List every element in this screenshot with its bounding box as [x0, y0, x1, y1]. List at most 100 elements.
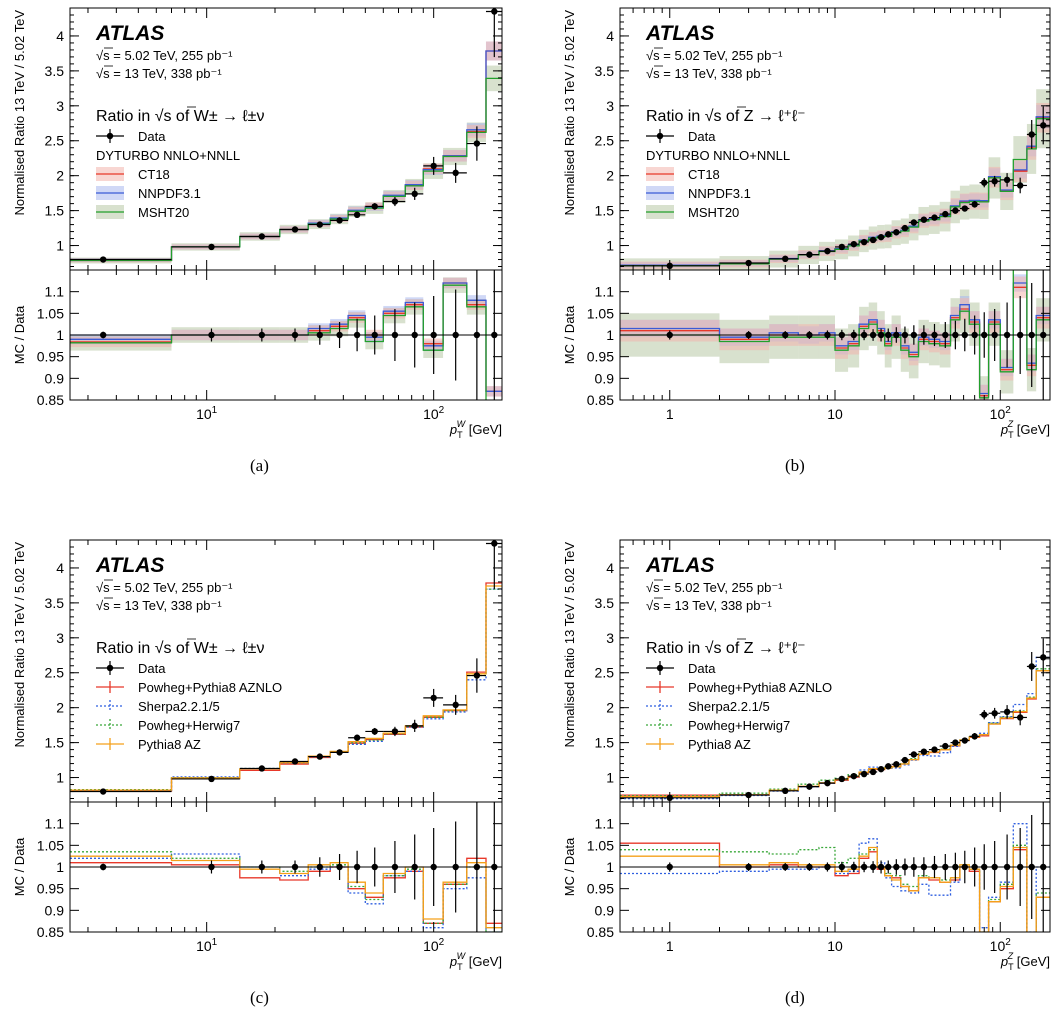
data-point: [405, 187, 424, 200]
data-point: [824, 862, 831, 872]
x-tick-label: 101: [196, 405, 218, 422]
uncertainty-band: [979, 384, 989, 400]
data-point: [893, 859, 900, 875]
data-point: [868, 236, 878, 244]
legend-label: Powheg+Pythia8 AZNLO: [688, 680, 832, 695]
data-point: [860, 861, 868, 873]
ratio-y-axis-label: MC / Data: [12, 837, 27, 896]
ratio-y-tick-label: 0.85: [37, 924, 64, 940]
y-tick-label: 2: [606, 168, 614, 184]
ratio-y-tick-label: 1: [606, 327, 614, 343]
legend-label: MSHT20: [138, 205, 189, 220]
y-tick-label: 3: [56, 630, 64, 646]
ratio-y-tick-label: 0.95: [587, 881, 614, 897]
data-point: [1026, 119, 1037, 149]
data-point: [884, 231, 892, 238]
data-point: [969, 732, 980, 740]
data-point: [383, 726, 406, 737]
data-point: [239, 233, 280, 240]
data-point: [885, 328, 892, 342]
y-tick-label: 2: [56, 168, 64, 184]
data-point: [877, 233, 885, 241]
y-axis-label: Normalised Ratio 13 TeV / 5.02 TeV: [562, 10, 577, 216]
data-point: [308, 221, 331, 228]
y-tick-label: 1: [606, 770, 614, 786]
data-point: [719, 791, 770, 799]
data-point: [918, 216, 929, 223]
data-point: [70, 256, 172, 263]
data-point: [1028, 815, 1035, 919]
ratio-title: Ratio in √s of W± → ℓ±ν: [96, 640, 264, 657]
data-point: [99, 331, 107, 339]
y-tick-label: 3: [56, 98, 64, 114]
legend-label: Data: [688, 661, 716, 676]
top-plot-area: [620, 638, 1050, 802]
y-tick-label: 3.5: [45, 63, 65, 79]
y-tick-label: 2: [606, 700, 614, 716]
data-point: [1013, 709, 1027, 726]
data-point: [443, 694, 467, 715]
legend-label: NNPDF3.1: [688, 186, 751, 201]
ratio-y-tick-label: 1: [56, 327, 64, 343]
y-tick-label: 4: [606, 28, 614, 44]
atlas-label: ATLAS: [95, 22, 164, 45]
energy-lumi-label: √s = 13 TeV, 338 pb⁻¹: [646, 66, 772, 81]
data-point: [769, 255, 799, 263]
data-point: [316, 857, 323, 877]
series-line: [70, 853, 502, 932]
series-line: [620, 286, 1050, 397]
x-tick-label: 101: [196, 937, 218, 954]
data-point: [666, 862, 673, 872]
data-point: [348, 734, 366, 741]
series-line: [620, 670, 1050, 796]
atlas-label: ATLAS: [645, 22, 714, 45]
data-point: [208, 860, 215, 874]
legend-label: CT18: [138, 167, 170, 182]
data-point: [330, 217, 349, 224]
ratio-y-tick-label: 1.05: [37, 305, 64, 321]
data-point: [308, 753, 331, 760]
y-axis-label: Normalised Ratio 13 TeV / 5.02 TeV: [12, 542, 27, 748]
data-point: [891, 229, 901, 236]
legend-label: Pythia8 AZ: [688, 737, 751, 752]
ratio-y-tick-label: 1.05: [37, 837, 64, 853]
data-point: [877, 328, 885, 342]
ratio-y-tick-label: 1: [56, 859, 64, 875]
legend-data-marker: [96, 129, 124, 143]
ratio-y-tick-label: 1.1: [595, 284, 615, 300]
data-point: [336, 322, 343, 348]
data-point: [1003, 834, 1011, 900]
data-point: [171, 775, 240, 783]
top-plot-area: [70, 8, 502, 264]
data-point: [1036, 638, 1050, 677]
ratio-y-axis-label: MC / Data: [562, 305, 577, 364]
data-point: [918, 748, 929, 755]
data-point: [860, 329, 868, 341]
data-point: [391, 309, 399, 361]
data-point: [666, 330, 673, 340]
caption-a: (a): [250, 456, 269, 475]
data-point: [920, 325, 928, 345]
data-point: [405, 719, 424, 732]
data-point: [473, 270, 481, 400]
data-point: [99, 863, 107, 871]
legend-label: Data: [688, 129, 716, 144]
y-tick-label: 4: [56, 28, 64, 44]
ratio-y-tick-label: 1.1: [595, 816, 615, 832]
data-point: [353, 850, 361, 884]
data-point: [1026, 651, 1037, 681]
ratio-y-tick-label: 0.85: [37, 392, 64, 408]
data-point: [745, 863, 752, 871]
data-point: [208, 328, 215, 342]
y-tick-label: 2.5: [45, 665, 65, 681]
data-point: [411, 302, 418, 368]
y-tick-label: 4: [56, 560, 64, 576]
data-point: [769, 787, 799, 795]
atlas-label: ATLAS: [95, 554, 164, 577]
data-point: [850, 861, 858, 873]
series-line: [620, 656, 1050, 800]
ratio-y-tick-label: 1.1: [45, 816, 65, 832]
y-tick-label: 1.5: [45, 735, 65, 751]
chart-panel-c: 1 1.5 2 2.5 3 3.5 4 0.85 0.9 0.95 1 1.05 1.1 101 102pT…: [12, 539, 503, 972]
